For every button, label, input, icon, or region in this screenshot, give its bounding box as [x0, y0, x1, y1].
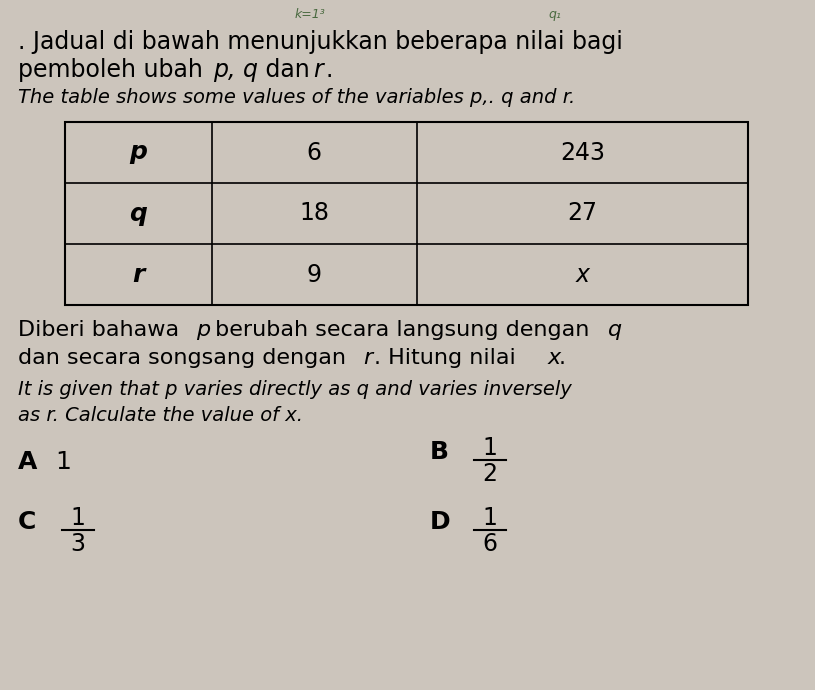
Text: A: A [18, 450, 37, 474]
Text: 9: 9 [306, 262, 322, 286]
Text: Diberi bahawa: Diberi bahawa [18, 320, 187, 340]
Text: 1: 1 [55, 450, 71, 474]
Text: r: r [313, 58, 323, 82]
Text: r: r [363, 348, 372, 368]
Text: q₁: q₁ [548, 8, 561, 21]
Text: 1: 1 [482, 436, 497, 460]
Text: 1: 1 [482, 506, 497, 530]
Text: q: q [608, 320, 622, 340]
Text: 243: 243 [560, 141, 605, 164]
Bar [65, 122, 748, 305]
Text: 27: 27 [567, 201, 597, 226]
Text: 2: 2 [482, 462, 497, 486]
Text: It is given that p varies directly as q and varies inversely: It is given that p varies directly as q … [18, 380, 572, 399]
Text: 1: 1 [71, 506, 86, 530]
Text: 3: 3 [71, 532, 86, 556]
Text: dan: dan [258, 58, 317, 82]
Text: q: q [130, 201, 148, 226]
Text: x: x [548, 348, 561, 368]
Text: C: C [18, 510, 37, 534]
Text: .: . [325, 58, 333, 82]
Text: 6: 6 [306, 141, 322, 164]
Text: 6: 6 [482, 532, 497, 556]
Text: .: . [559, 348, 566, 368]
Text: The table shows some values of the variables p,. q and r.: The table shows some values of the varia… [18, 88, 575, 107]
Text: k=1³: k=1³ [295, 8, 326, 21]
Text: . Jadual di bawah menunjukkan beberapa nilai bagi: . Jadual di bawah menunjukkan beberapa n… [18, 30, 623, 54]
Text: p: p [196, 320, 210, 340]
Text: dan secara songsang dengan: dan secara songsang dengan [18, 348, 353, 368]
Text: as r. Calculate the value of x.: as r. Calculate the value of x. [18, 406, 303, 425]
Text: . Hitung nilai: . Hitung nilai [374, 348, 523, 368]
Text: D: D [430, 510, 451, 534]
Text: p: p [130, 141, 148, 164]
Text: pemboleh ubah: pemboleh ubah [18, 58, 210, 82]
Text: 18: 18 [299, 201, 329, 226]
Text: berubah secara langsung dengan: berubah secara langsung dengan [208, 320, 597, 340]
Text: B: B [430, 440, 449, 464]
Text: r: r [132, 262, 144, 286]
Text: x: x [575, 262, 589, 286]
Text: p, q: p, q [213, 58, 258, 82]
